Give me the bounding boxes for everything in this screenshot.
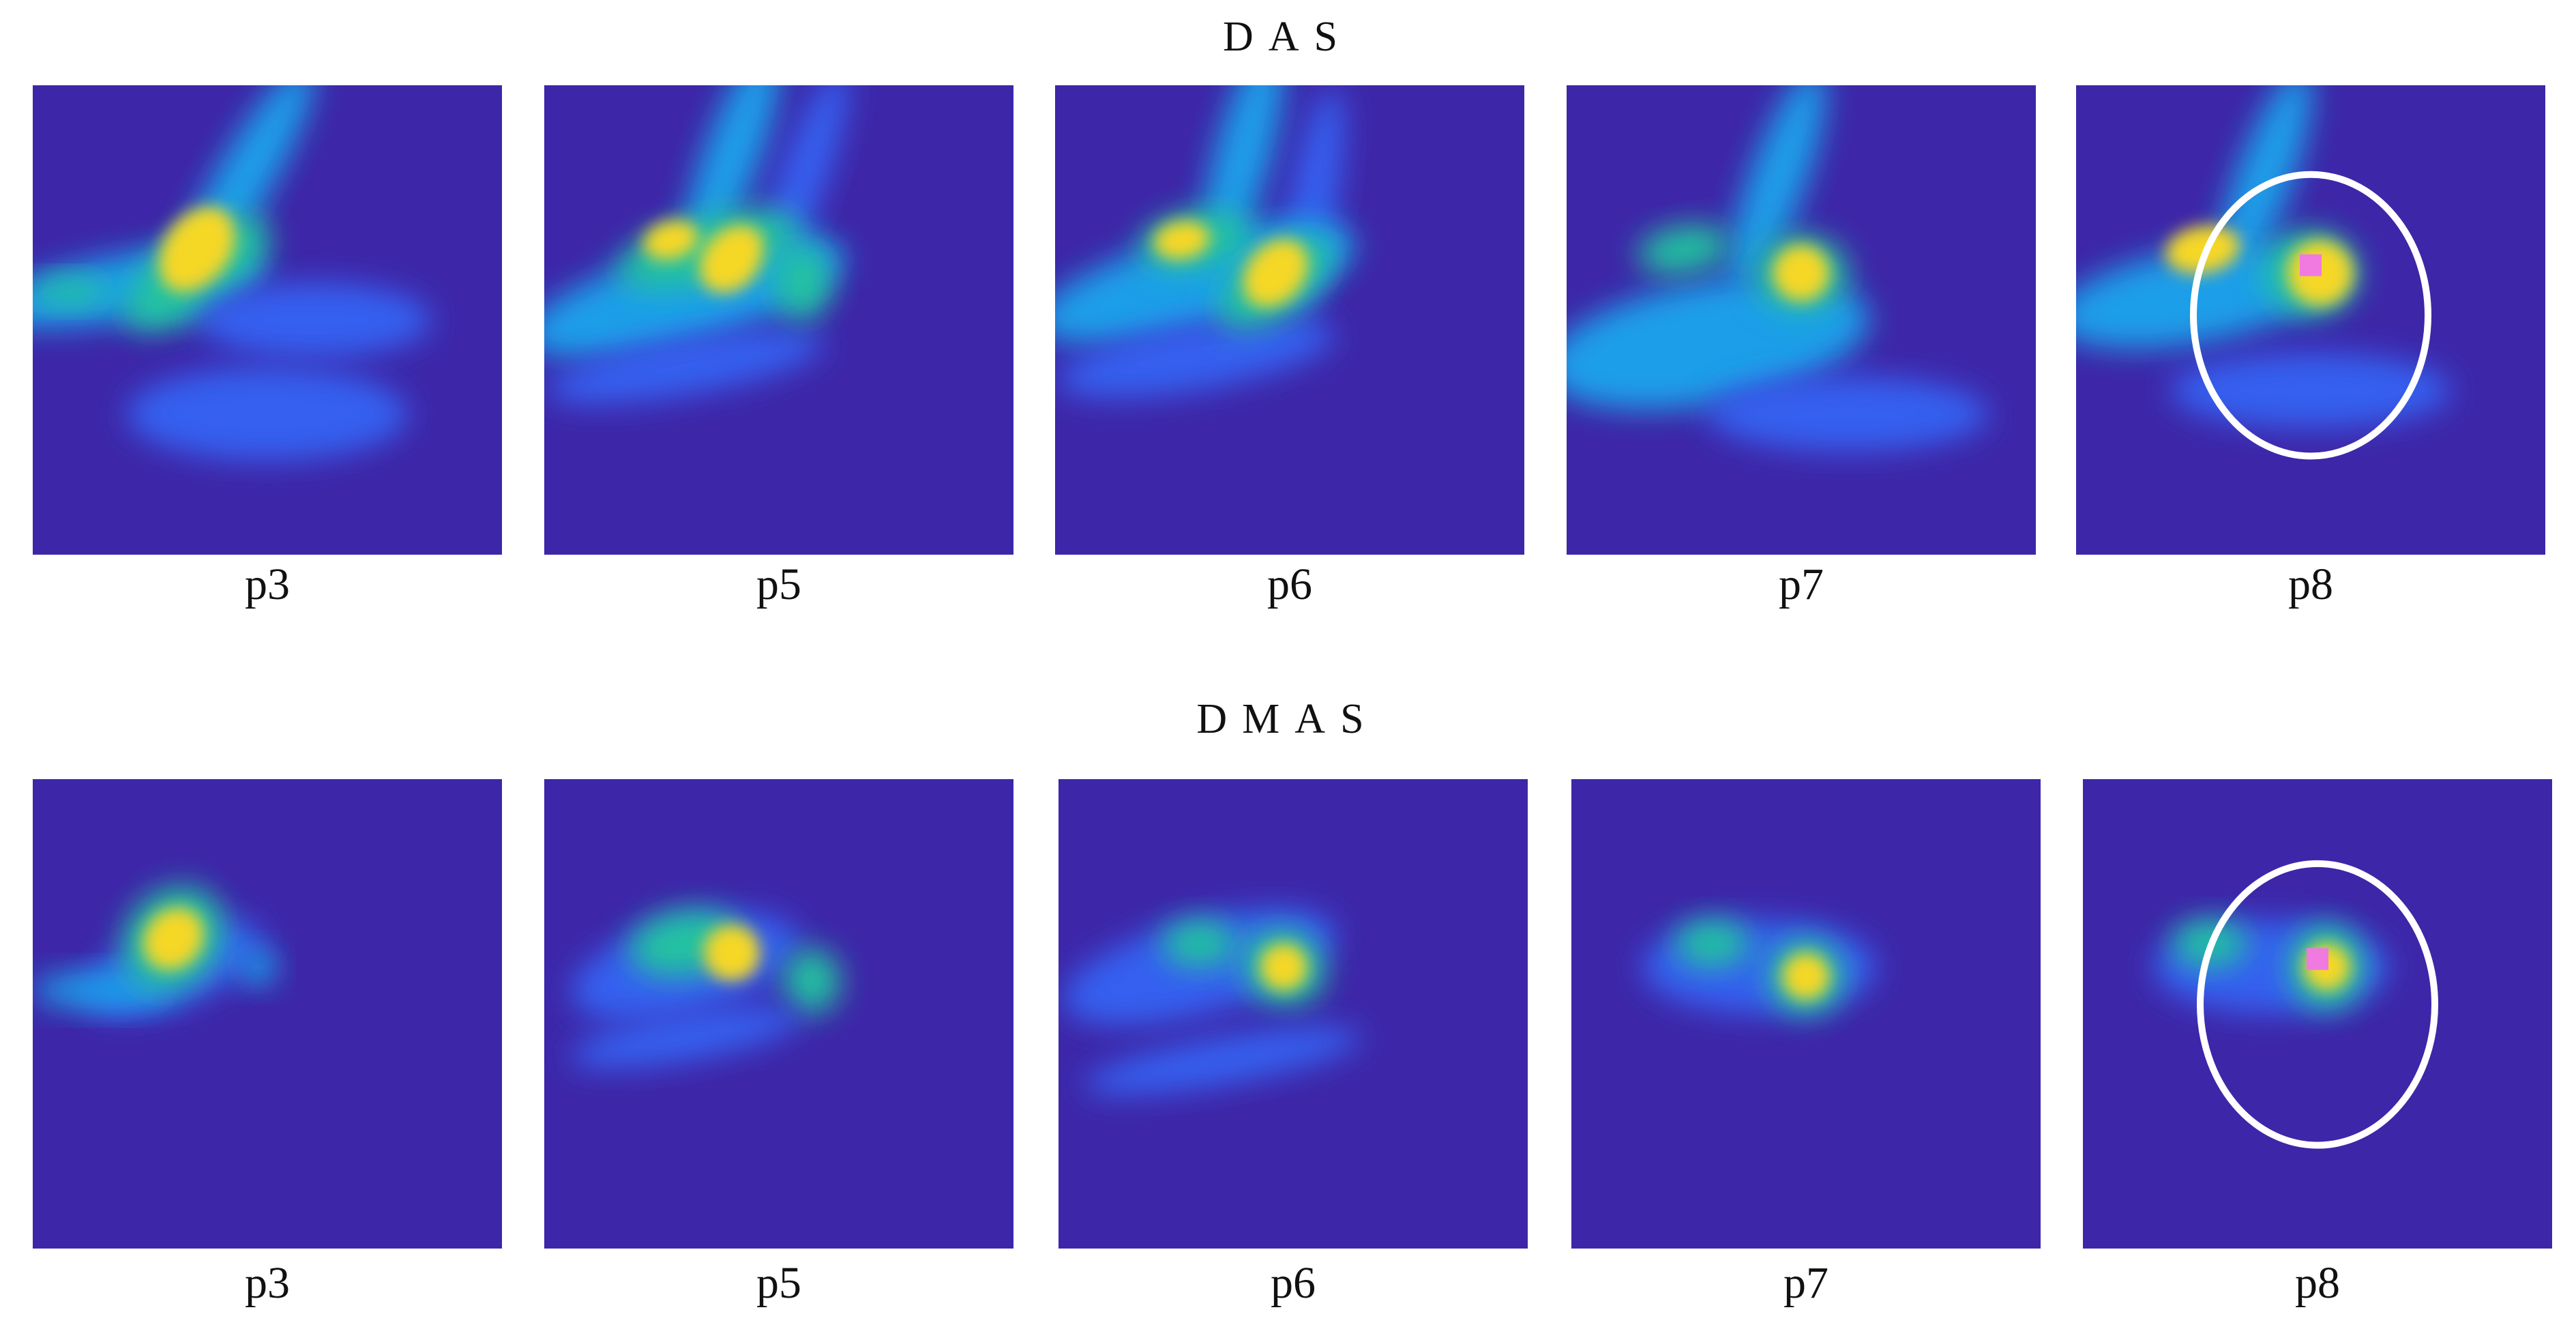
heatmap-blob <box>699 224 765 293</box>
heatmap-blob <box>643 220 699 260</box>
heatmap-blob <box>1260 943 1307 991</box>
heatmap-blob <box>703 924 760 981</box>
target-marker <box>2300 254 2322 276</box>
heatmap-blob <box>1567 276 1870 410</box>
heatmap <box>2076 85 2545 555</box>
heatmap-blob <box>143 907 204 970</box>
panel-label: p5 <box>756 1258 801 1308</box>
heatmap-blob <box>33 278 108 306</box>
heatmap-blob <box>1153 221 1210 260</box>
heatmap-blob <box>126 366 409 461</box>
heatmap-blob <box>774 244 831 320</box>
heatmap <box>544 779 1013 1249</box>
heatmap-blob <box>546 330 824 404</box>
heatmap-blob <box>239 948 277 986</box>
heatmap-background <box>33 779 502 1249</box>
panel-label: p8 <box>2288 559 2333 609</box>
panel-label: p8 <box>2295 1258 2340 1308</box>
row-title: DAS <box>1223 14 1352 60</box>
panel-label: p3 <box>245 559 290 609</box>
heatmap <box>1571 779 2041 1249</box>
highlight-circle <box>2190 171 2431 460</box>
heatmap-blob <box>544 234 844 359</box>
highlight-circle <box>2197 860 2438 1149</box>
heatmap-background <box>2083 779 2552 1249</box>
panel-row: DAS p3 p5 p6 p7 p8 <box>33 14 2545 609</box>
heatmap-blob <box>1674 920 1750 967</box>
heatmap-blob <box>1707 376 1989 452</box>
heatmap <box>1058 779 1528 1249</box>
heatmap-blob <box>196 282 432 358</box>
heatmap-blob <box>1084 1027 1362 1095</box>
heatmap-blob <box>1637 224 1731 274</box>
heatmap-blob <box>2215 85 2312 290</box>
heatmap-background <box>1571 779 2041 1249</box>
heatmap-blob <box>1782 952 1830 1000</box>
heatmap-blob <box>783 948 840 1014</box>
heatmap-blob <box>1161 920 1237 967</box>
heatmap <box>544 85 1013 555</box>
panel-label: p7 <box>1783 1258 1829 1308</box>
heatmap-blob <box>569 1006 801 1068</box>
panel-label: p7 <box>1779 559 1824 609</box>
row-title: DMAS <box>1196 696 1378 742</box>
target-marker <box>2307 948 2328 970</box>
heatmap-blob <box>1773 244 1830 302</box>
panel-label: p5 <box>756 559 801 609</box>
heatmap-blob <box>2165 225 2240 274</box>
heatmap <box>2083 779 2552 1249</box>
panel-row: DMAS p3 p5 p6 p7 p8 <box>33 696 2552 1308</box>
heatmap-blob <box>683 85 780 267</box>
heatmap-blob <box>1243 239 1308 308</box>
heatmap <box>1055 85 1524 555</box>
panel-label: p6 <box>1271 1258 1316 1308</box>
heatmap <box>33 779 502 1249</box>
heatmap <box>33 85 502 555</box>
heatmap <box>1567 85 2036 555</box>
heatmap-blob <box>2170 353 2452 428</box>
heatmap-blob <box>159 207 235 293</box>
panel-label: p3 <box>245 1258 290 1308</box>
heatmap-blob <box>1056 317 1335 398</box>
panel-label: p6 <box>1267 559 1312 609</box>
heatmap-blob <box>1730 85 1826 290</box>
